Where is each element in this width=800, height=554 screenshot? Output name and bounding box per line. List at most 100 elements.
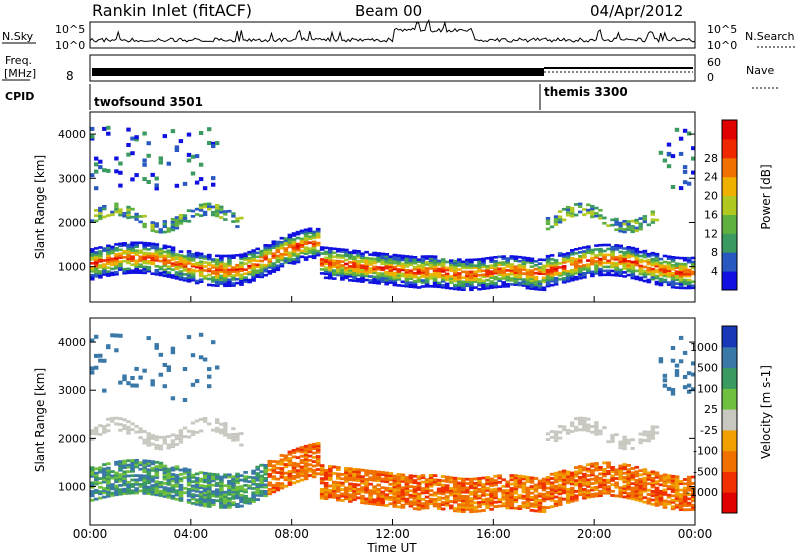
echo-cell <box>662 506 668 509</box>
echo-cell <box>126 431 131 435</box>
echo-cell <box>174 484 180 488</box>
echo-cell <box>311 451 317 455</box>
echo-cell <box>90 266 95 269</box>
echo-cell <box>178 260 184 263</box>
echo-cell <box>356 254 361 257</box>
echo-cell <box>126 253 131 257</box>
echo-cell <box>553 273 559 276</box>
echo-cell <box>166 489 172 493</box>
echo-cell <box>489 488 494 492</box>
echo-cell <box>497 489 502 493</box>
echo-cell <box>263 256 268 259</box>
echo-cell <box>336 267 341 271</box>
echo-cell <box>436 271 442 275</box>
echo-cell <box>122 479 127 482</box>
echo-cell <box>215 284 220 287</box>
echo-cell <box>582 466 587 470</box>
echo-cell <box>166 227 171 230</box>
echo-cell <box>247 484 252 488</box>
echo-cell <box>618 471 623 474</box>
echo-cell <box>469 484 474 488</box>
echo-cell <box>356 265 361 269</box>
echo-cell <box>198 497 204 500</box>
echo-cell <box>360 278 365 281</box>
echo-cell <box>662 490 668 494</box>
echo-cell <box>561 265 567 268</box>
echo-cell <box>465 270 470 274</box>
echo-cell <box>388 472 394 475</box>
echo-cell <box>618 224 623 228</box>
echo-cell <box>259 474 264 478</box>
echo-cell <box>271 246 277 249</box>
nsky-panel-frame <box>89 21 696 49</box>
echo-cell <box>626 492 631 495</box>
echo-cell <box>198 484 204 487</box>
echo-cell <box>227 486 232 490</box>
echo-cell <box>315 446 321 450</box>
echo-cell <box>211 213 216 217</box>
echo-cell <box>424 482 430 486</box>
echo-cell <box>231 254 236 257</box>
power-heatmap <box>90 125 696 292</box>
echo-cell <box>453 261 458 265</box>
echo-cell <box>207 263 212 267</box>
echo-cell <box>614 274 619 277</box>
echo-cell <box>348 482 353 486</box>
echo-cell <box>251 497 256 501</box>
echo-cell <box>303 477 309 481</box>
echo-cell <box>332 489 337 493</box>
echo-cell <box>678 270 684 274</box>
echo-cell <box>344 488 349 492</box>
echo-cell <box>545 486 551 490</box>
echo-cell <box>110 245 115 249</box>
echo-cell <box>565 492 571 496</box>
echo-cell <box>360 499 365 502</box>
echo-cell <box>638 432 643 436</box>
echo-cell <box>223 484 228 488</box>
echo-cell <box>517 496 523 500</box>
echo-cell <box>122 459 127 463</box>
echo-cell <box>666 271 672 274</box>
echo-cell <box>126 470 131 473</box>
echo-cell <box>606 271 611 275</box>
echo-cell <box>275 244 281 248</box>
echo-cell <box>190 489 196 492</box>
echo-cell <box>420 285 426 288</box>
echo-cell <box>678 186 684 191</box>
echo-cell <box>231 220 236 223</box>
echo-cell <box>634 277 640 281</box>
echo-cell <box>287 255 293 259</box>
echo-cell <box>453 259 458 263</box>
echo-cell <box>376 503 381 506</box>
echo-cell <box>360 252 365 255</box>
echo-cell <box>198 355 204 360</box>
echo-cell <box>110 485 115 489</box>
echo-cell <box>219 210 224 214</box>
echo-cell <box>513 476 519 480</box>
echo-cell <box>630 270 636 274</box>
echo-cell <box>666 275 672 278</box>
echo-cell <box>190 353 196 358</box>
echo-cell <box>247 270 252 274</box>
echo-cell <box>545 268 551 272</box>
echo-cell <box>416 276 422 279</box>
echo-cell <box>529 285 535 288</box>
echo-cell <box>674 266 680 269</box>
echo-cell <box>481 281 486 284</box>
echo-cell <box>634 491 640 495</box>
echo-cell <box>174 148 180 152</box>
echo-cell <box>594 468 599 472</box>
echo-cell <box>501 285 506 288</box>
echo-cell <box>186 158 192 163</box>
echo-cell <box>271 486 277 489</box>
echo-cell <box>174 255 180 258</box>
echo-cell <box>666 480 672 484</box>
echo-cell <box>328 495 333 499</box>
echo-cell <box>376 258 381 261</box>
echo-cell <box>553 471 559 475</box>
echo-cell <box>340 274 345 277</box>
echo-cell <box>146 268 152 271</box>
echo-cell <box>606 253 611 257</box>
echo-cell <box>154 251 160 254</box>
echo-cell <box>90 468 95 472</box>
